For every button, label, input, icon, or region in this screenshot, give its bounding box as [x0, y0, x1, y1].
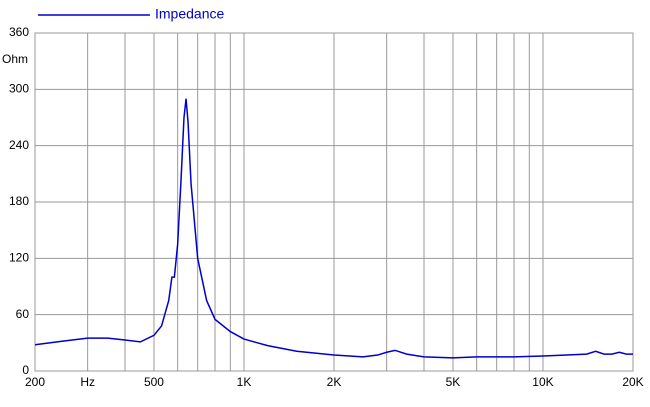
x-tick-label: 5K [446, 375, 461, 389]
x-tick-label: 20K [622, 375, 643, 389]
x-tick-label: 500 [144, 375, 164, 389]
y-axis-label: Ohm [2, 52, 28, 66]
x-tick-label: Hz [80, 375, 95, 389]
y-tick-label: 0 [22, 363, 29, 377]
y-tick-label: 60 [16, 307, 30, 321]
y-tick-label: 360 [9, 25, 29, 39]
y-tick-label: 120 [9, 251, 29, 265]
x-tick-label: 1K [237, 375, 252, 389]
legend-label: Impedance [155, 6, 224, 22]
impedance-line [34, 98, 633, 359]
x-tick-label: 10K [532, 375, 553, 389]
y-tick-label: 240 [9, 138, 29, 152]
y-tick-label: 300 [9, 82, 29, 96]
x-tick-label: 200 [25, 375, 45, 389]
x-tick-label: 2K [327, 375, 342, 389]
y-tick-label: 180 [9, 194, 29, 208]
